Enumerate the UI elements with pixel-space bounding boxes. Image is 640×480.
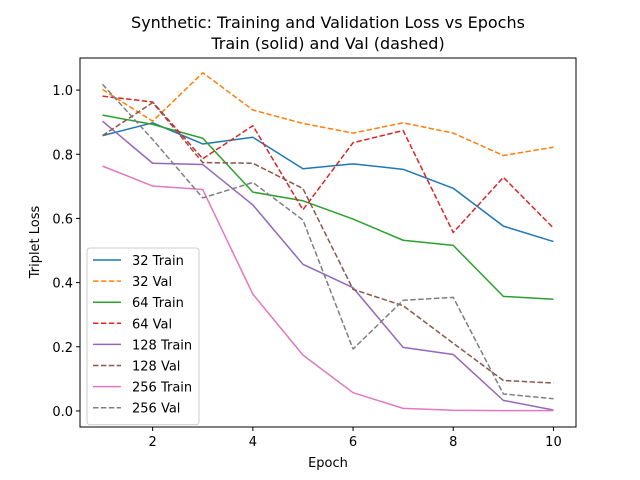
y-tick-label: 0.8: [52, 148, 73, 163]
y-tick-label: 0.6: [52, 212, 73, 227]
x-axis-label: Epoch: [308, 456, 348, 471]
legend: 32 Train 32 Val 64 Train 64 Val 128 Train 128…: [86, 247, 200, 426]
legend-entry-label: 256 Train: [132, 381, 192, 396]
series-line-128-train: [102, 120, 554, 411]
series-layer: [101, 72, 554, 412]
x-axis: 2 4 6 8 10: [149, 427, 562, 450]
legend-entry-label: 256 Val: [132, 402, 180, 417]
legend-box: [86, 247, 200, 426]
series-line-128-val: [102, 101, 554, 384]
y-tick-label: 0.2: [52, 341, 73, 356]
series-line-32-val: [102, 72, 554, 157]
plot-frame: [79, 57, 577, 428]
y-axis: 0.0 0.2 0.4 0.6 0.8 1.0: [52, 84, 80, 420]
chart-subtitle: Train (solid) and Val (dashed): [210, 34, 444, 53]
y-tick-label: 0.4: [52, 277, 73, 292]
x-tick-label: 4: [249, 435, 257, 450]
y-tick-label: 0.0: [52, 405, 73, 420]
x-tick-label: 6: [349, 435, 357, 450]
legend-entry-label: 128 Val: [132, 360, 180, 375]
series-line-64-val: [102, 95, 554, 234]
series-line-32-train: [102, 122, 554, 243]
chart-title: Synthetic: Training and Validation Loss …: [131, 13, 525, 32]
y-axis-label: Triplet Loss: [28, 205, 43, 279]
legend-entry-label: 64 Val: [132, 317, 172, 332]
x-tick-label: 8: [449, 435, 457, 450]
series-line-256-val: [101, 83, 554, 400]
legend-entry-label: 32 Val: [132, 275, 172, 290]
x-tick-label: 2: [149, 435, 157, 450]
legend-entry-label: 32 Train: [132, 254, 184, 269]
y-tick-label: 1.0: [52, 84, 73, 99]
legend-entry-label: 128 Train: [132, 338, 192, 353]
series-line-256-train: [102, 165, 554, 412]
legend-entry-label: 64 Train: [132, 296, 184, 311]
x-tick-label: 10: [545, 435, 562, 450]
